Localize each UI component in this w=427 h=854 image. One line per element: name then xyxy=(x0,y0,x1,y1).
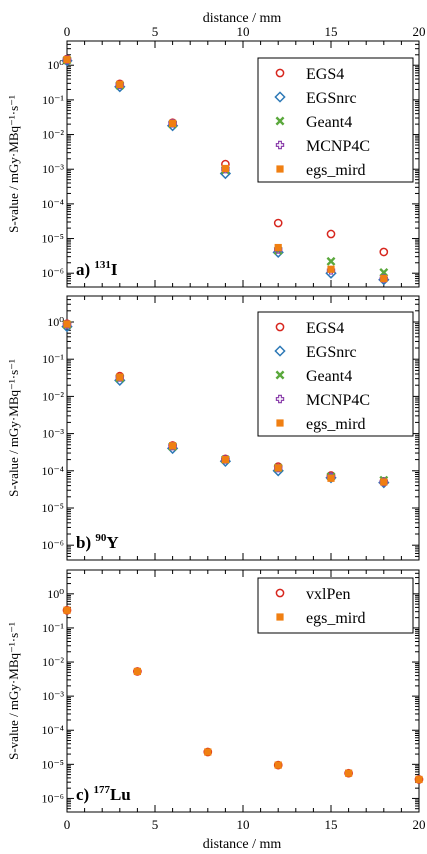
data-point-egs-mird xyxy=(415,775,423,784)
legend-label: EGS4 xyxy=(306,320,344,337)
panel-c: 0 5 10 15 20 10⁰ 10⁻¹ 10⁻² 10⁻³ 10⁻⁴ 10⁻⁵ 10⁻⁶ S-val… xyxy=(6,569,426,832)
legend-marker xyxy=(274,345,286,357)
x-tick-label: 5 xyxy=(152,817,159,832)
legend-marker xyxy=(274,91,286,103)
y-tick-label: 10⁻¹ xyxy=(42,93,64,107)
legend-marker xyxy=(275,588,285,598)
x-tick-label: 10 xyxy=(237,24,250,39)
y-tick-label: 10⁻⁴ xyxy=(41,197,64,211)
legend-label: egs_mird xyxy=(306,610,366,627)
data-point-egs4 xyxy=(326,229,336,239)
data-point-egs-mird xyxy=(133,667,141,676)
x-tick-label: 0 xyxy=(64,24,71,39)
y-tick-label: 10⁻⁴ xyxy=(41,464,64,478)
y-tick-label: 10⁻³ xyxy=(42,689,64,703)
y-tick-label: 10⁻⁵ xyxy=(41,757,64,771)
data-point-egs-mird xyxy=(327,265,335,273)
y-tick-label: 10⁻⁶ xyxy=(41,266,64,280)
y-tick-label: 10⁻¹ xyxy=(42,352,64,366)
legend-label: MCNP4C xyxy=(306,138,370,155)
data-point-egs-mird xyxy=(63,606,71,614)
data-point-egs-mird xyxy=(63,56,71,64)
legend-label: Geant4 xyxy=(306,368,352,385)
legend-label: MCNP4C xyxy=(306,392,370,409)
data-point-egs-mird xyxy=(274,243,282,252)
panel-b: 10⁰ 10⁻¹ 10⁻² 10⁻³ 10⁻⁴ 10⁻⁵ 10⁻⁶ S-value / mGy… xyxy=(6,295,420,561)
legend-marker xyxy=(275,116,285,126)
x-tick-label: 15 xyxy=(325,817,338,832)
data-point-egs-mird xyxy=(63,320,71,328)
legend-marker xyxy=(276,165,284,173)
legend-box xyxy=(257,577,414,634)
legend-marker xyxy=(275,140,285,150)
y-axis-label: S-value / mGy·MBq⁻¹·s⁻¹ xyxy=(6,95,21,233)
legend-marker xyxy=(275,370,285,380)
legend-label: EGSnrc xyxy=(306,90,357,107)
y-tick-label: 10⁻³ xyxy=(42,162,64,176)
legend-label: EGS4 xyxy=(306,66,344,83)
y-tick-label: 10⁻⁶ xyxy=(41,791,64,805)
y-tick-label: 10⁰ xyxy=(47,315,64,329)
legend-box xyxy=(257,57,414,183)
data-point-egs-mird xyxy=(380,478,388,486)
y-tick-label: 10⁻² xyxy=(42,389,64,403)
data-point-egs-mird xyxy=(169,442,177,450)
x-tick-label: 20 xyxy=(413,817,426,832)
legend-label: EGSnrc xyxy=(306,344,357,361)
data-point-egs4 xyxy=(379,247,389,257)
panel-label: c) 177Lu xyxy=(76,784,131,804)
data-point-egs-mird xyxy=(221,164,229,173)
x-tick-label: 20 xyxy=(413,24,426,39)
y-tick-label: 10⁻⁵ xyxy=(41,501,64,515)
data-point-egs-mird xyxy=(274,464,282,472)
data-point-geant4 xyxy=(326,256,336,266)
y-tick-label: 10⁻⁵ xyxy=(41,232,64,246)
panel-label: a) 131I xyxy=(76,259,118,279)
data-point-egs4 xyxy=(273,218,283,228)
panel-a: 0 5 10 15 20 10⁰ 10⁻¹ 10⁻² 10⁻³ 10⁻⁴ 10⁻⁵ 10⁻⁶ S-val… xyxy=(6,24,426,288)
legend-marker xyxy=(275,322,285,332)
data-point-egs-mird xyxy=(204,748,212,756)
x-tick-label: 10 xyxy=(237,817,250,832)
legend-box xyxy=(257,311,414,437)
legend-label: vxlPen xyxy=(306,586,350,603)
x-tick-label: 0 xyxy=(64,817,71,832)
data-point-egs-mird xyxy=(116,80,124,88)
y-tick-label: 10⁻² xyxy=(42,655,64,669)
panel-label: b) 90Y xyxy=(76,532,119,552)
data-point-egs-mird xyxy=(169,119,177,127)
y-tick-label: 10⁻¹ xyxy=(42,621,64,635)
data-point-egs-mird xyxy=(345,769,353,777)
y-tick-label: 10⁻⁴ xyxy=(41,723,64,737)
legend-label: egs_mird xyxy=(306,416,366,433)
legend-label: egs_mird xyxy=(306,162,366,179)
data-point-egs-mird xyxy=(221,456,229,464)
y-tick-label: 10⁰ xyxy=(47,58,64,72)
y-axis-label: S-value / mGy·MBq⁻¹·s⁻¹ xyxy=(6,622,21,760)
top-axis-label: distance / mm xyxy=(203,11,282,26)
legend-marker xyxy=(275,68,285,78)
bottom-axis-label: distance / mm xyxy=(203,837,282,852)
legend-label: Geant4 xyxy=(306,114,352,131)
chart-panels: 0 5 10 15 20 10⁰ 10⁻¹ 10⁻² 10⁻³ 10⁻⁴ 10⁻⁵ 10⁻⁶ S-val… xyxy=(6,24,426,832)
legend-marker xyxy=(276,419,284,427)
x-tick-label: 15 xyxy=(325,24,338,39)
data-point-geant4 xyxy=(379,268,389,277)
data-point-egs-mird xyxy=(327,474,335,482)
y-tick-label: 10⁻² xyxy=(42,128,64,142)
legend-marker xyxy=(275,394,285,404)
data-point-egs-mird xyxy=(274,761,282,769)
y-tick-label: 10⁻⁶ xyxy=(41,538,64,552)
x-tick-label: 5 xyxy=(152,24,159,39)
data-point-egs-mird xyxy=(380,274,388,283)
y-axis-label: S-value / mGy·MBq⁻¹·s⁻¹ xyxy=(6,359,21,497)
legend-marker xyxy=(276,613,284,621)
y-tick-label: 10⁻³ xyxy=(42,427,64,441)
y-tick-label: 10⁰ xyxy=(47,587,64,601)
data-point-egs-mird xyxy=(116,373,124,381)
